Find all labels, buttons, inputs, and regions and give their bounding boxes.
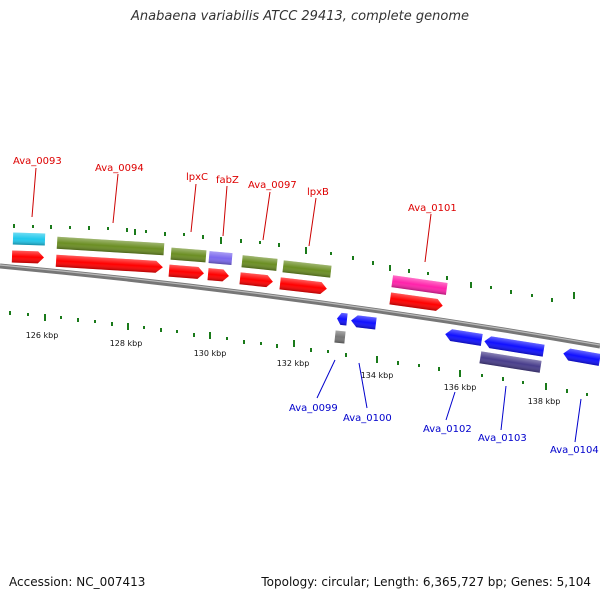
gene-box-ava-0103[interactable] [479,351,542,373]
gene-box-lpxb[interactable] [282,260,332,278]
gene-box-fabz[interactable] [208,251,233,266]
map-title: Anabaena variabilis ATCC 29413, complete… [131,9,469,24]
cds-arrow-lpxb[interactable] [279,277,327,294]
cds-arrow-ava-0104[interactable] [562,348,600,366]
gene-label-ava-0101[interactable]: Ava_0101 [408,203,457,214]
topology-text: Topology: circular; Length: 6,365,727 bp… [261,575,591,589]
cds-arrow-ava-0100[interactable] [350,315,377,330]
forward-gene-labels: Ava_0093 Ava_0094 lpxC fabZ Ava_0097 lpx… [13,156,457,263]
genome-backbone [0,263,600,349]
forward-cds-row [11,250,443,311]
accession-text: Accession: NC_007413 [9,575,146,589]
reverse-gene-row [334,312,600,373]
gene-label-ava-0102[interactable]: Ava_0102 [423,424,472,435]
cds-arrow-ava-0094[interactable] [55,254,164,274]
gene-label-fabz[interactable]: fabZ [216,175,239,186]
gene-label-ava-0097[interactable]: Ava_0097 [248,180,297,191]
cds-arrow-fabz[interactable] [207,268,230,282]
gene-box-ava-0101[interactable] [391,275,448,295]
kbp-label-138: 138 kbp [528,397,561,406]
cds-arrow-lpxc[interactable] [168,264,205,280]
kbp-label-134: 134 kbp [361,371,394,380]
cds-arrow-ava-0093[interactable] [11,250,44,264]
reverse-tick-row [9,311,588,396]
forward-gene-row [12,232,448,295]
gene-box-ava-0099[interactable] [334,330,346,344]
cds-arrow-ava-0103[interactable] [483,335,545,357]
gene-box-ava-0093[interactable] [12,232,46,246]
kbp-label-126: 126 kbp [26,331,59,340]
gene-box-lpxc[interactable] [170,247,207,263]
gene-label-ava-0104[interactable]: Ava_0104 [550,445,599,456]
gene-label-ava-0103[interactable]: Ava_0103 [478,433,527,444]
kbp-label-130: 130 kbp [194,349,227,358]
cds-arrow-ava-0099[interactable] [336,312,348,326]
reverse-gene-labels: Ava_0099 Ava_0100 Ava_0102 Ava_0103 Ava_… [289,359,599,456]
cds-arrow-ava-0102[interactable] [444,328,483,346]
forward-tick-row [13,224,575,302]
gene-label-ava-0093[interactable]: Ava_0093 [13,156,62,167]
gene-label-ava-0094[interactable]: Ava_0094 [95,163,144,174]
gene-label-lpxb[interactable]: lpxB [307,187,329,198]
gene-label-ava-0100[interactable]: Ava_0100 [343,413,392,424]
gene-label-lpxc[interactable]: lpxC [186,172,208,183]
gene-box-ava-0097[interactable] [241,255,278,271]
kbp-label-132: 132 kbp [277,359,310,368]
gene-box-ava-0094[interactable] [56,236,165,256]
kbp-label-128: 128 kbp [110,339,143,348]
cds-arrow-ava-0097[interactable] [239,272,273,288]
gene-label-ava-0099[interactable]: Ava_0099 [289,403,338,414]
cds-arrow-ava-0101[interactable] [389,292,443,311]
kbp-label-136: 136 kbp [444,383,477,392]
